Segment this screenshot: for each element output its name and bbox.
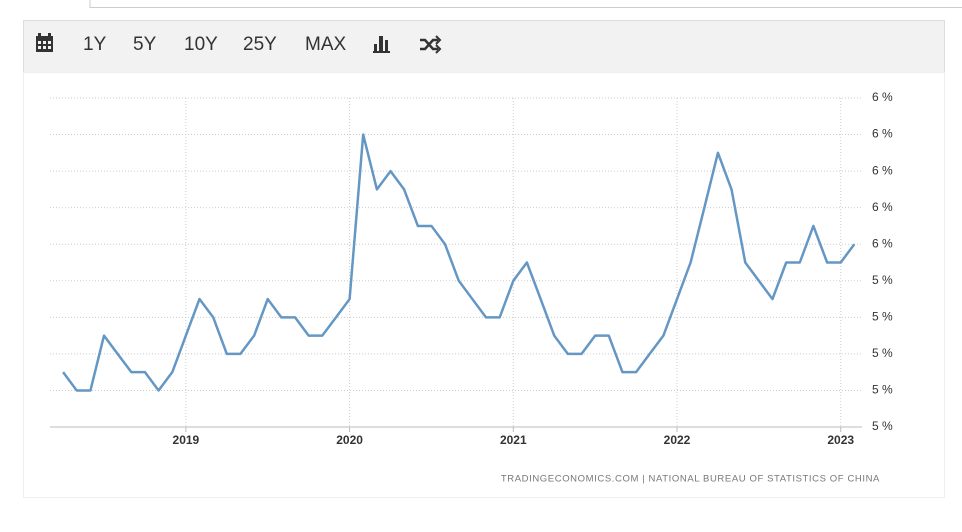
range-button[interactable]: 5Y (133, 34, 157, 55)
y-tick-label: 5 % (872, 383, 893, 397)
x-tick-label: 2019 (173, 433, 200, 447)
source: TRADINGECONOMICS.COM | NATIONAL BUREAU O… (501, 474, 880, 485)
range-button[interactable]: 25Y (243, 34, 277, 55)
x-tick-label: 2021 (500, 433, 527, 447)
toolbar (23, 20, 945, 73)
range-button[interactable]: MAX (305, 34, 347, 55)
range-button[interactable]: 1Y (83, 34, 107, 55)
range-button[interactable]: 10Y (184, 34, 218, 55)
y-tick-label: 5 % (872, 273, 893, 287)
chart-type-icon[interactable] (373, 36, 390, 53)
x-tick-label: 2020 (336, 433, 363, 447)
y-tick-label: 5 % (872, 346, 893, 360)
y-tick-label: 6 % (872, 127, 893, 141)
data-line (62, 133, 856, 392)
compare-icon[interactable] (420, 35, 442, 54)
calendar-icon[interactable] (36, 33, 53, 52)
x-tick-label: 2022 (664, 433, 691, 447)
y-tick-label: 5 % (872, 419, 893, 433)
y-tick-label: 6 % (872, 236, 893, 250)
y-tick-label: 6 % (872, 90, 893, 104)
y-tick-label: 6 % (872, 200, 893, 214)
chart-frame (23, 72, 945, 498)
x-tick-label: 2023 (827, 433, 854, 447)
y-tick-label: 5 % (872, 310, 893, 324)
y-tick-label: 6 % (872, 163, 893, 177)
